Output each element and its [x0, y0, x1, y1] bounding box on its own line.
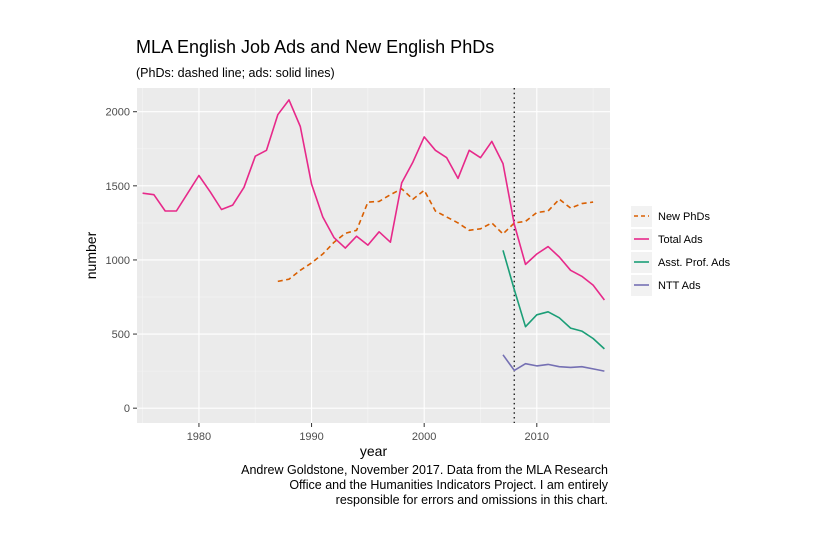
y-tick-label: 500 [112, 329, 130, 341]
x-tick-label: 2010 [525, 431, 549, 443]
x-tick-label: 1980 [187, 431, 211, 443]
y-tick-label: 1000 [106, 255, 130, 267]
series-line [502, 354, 605, 372]
axes: 0 500 1000 1500 2000 1980 1990 2000 2010 [106, 107, 550, 443]
x-axis-label: year [360, 443, 388, 459]
series-layer [142, 99, 606, 372]
chart-title: MLA English Job Ads and New English PhDs [136, 37, 495, 57]
caption: Andrew Goldstone, November 2017. Data fr… [188, 463, 608, 508]
x-tick-label: 2000 [412, 431, 436, 443]
caption-line: Office and the Humanities Indicators Pro… [289, 478, 608, 492]
y-axis-label: number [83, 231, 99, 279]
caption-line: Andrew Goldstone, November 2017. Data fr… [241, 463, 608, 477]
y-tick-label: 2000 [106, 107, 130, 119]
grid [137, 88, 610, 423]
legend-label: New PhDs [658, 211, 710, 223]
legend-label: NTT Ads [658, 280, 701, 292]
series-line [277, 188, 594, 283]
y-tick-label: 1500 [106, 181, 130, 193]
legend: New PhDs Total Ads Asst. Prof. Ads NTT Ads [631, 206, 731, 296]
series-line [502, 250, 605, 350]
chart-subtitle: (PhDs: dashed line; ads: solid lines) [136, 66, 335, 80]
plot-background [137, 88, 610, 423]
series-line [142, 99, 606, 301]
legend-label: Total Ads [658, 234, 703, 246]
caption-line: responsible for errors and omissions in … [335, 493, 608, 507]
x-tick-label: 1990 [299, 431, 323, 443]
y-tick-label: 0 [124, 403, 130, 415]
legend-label: Asst. Prof. Ads [658, 257, 731, 269]
